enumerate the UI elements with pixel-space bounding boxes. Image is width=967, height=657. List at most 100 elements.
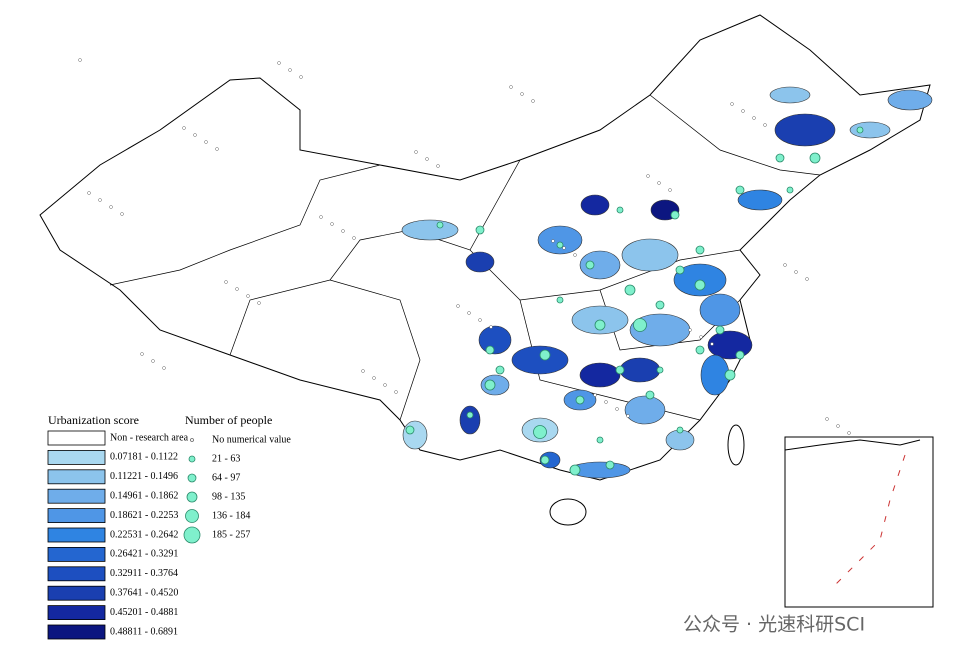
people-legend-symbol <box>187 473 197 483</box>
no-value-dot <box>361 369 365 373</box>
no-value-dot <box>151 359 155 363</box>
no-value-dot <box>531 99 535 103</box>
people-legend-label: 98 - 135 <box>212 491 245 502</box>
no-value-dot <box>741 109 745 113</box>
people-circle <box>675 265 685 275</box>
region <box>774 113 836 147</box>
people-circle <box>809 152 821 164</box>
people-circle <box>856 126 864 134</box>
people-circle <box>466 411 474 419</box>
inset-coast <box>784 439 921 451</box>
legend-label: 0.14961 - 0.1862 <box>110 490 178 501</box>
no-value-dot <box>394 390 398 394</box>
legend-swatch <box>47 605 106 620</box>
legend-label: 0.45201 - 0.4881 <box>110 607 178 618</box>
no-value-dot <box>509 85 513 89</box>
no-value-dot <box>372 376 376 380</box>
legend-swatch <box>47 527 106 543</box>
no-value-dot <box>646 174 650 178</box>
people-circle <box>676 426 684 434</box>
no-value-dot <box>436 164 440 168</box>
people-circle <box>533 425 547 439</box>
no-value-dot <box>299 75 303 79</box>
legend-label: 0.11221 - 0.1496 <box>110 471 178 482</box>
no-value-dot <box>109 205 113 209</box>
legend-swatch <box>47 449 106 465</box>
people-circle <box>735 185 745 195</box>
no-value-dot <box>752 116 756 120</box>
people-circle <box>633 318 647 332</box>
no-value-dot <box>551 239 555 243</box>
no-value-dot <box>204 140 208 144</box>
no-value-dot <box>193 133 197 137</box>
province-border <box>229 279 421 421</box>
watermark: 公众号 · 光速科研SCI <box>683 614 865 636</box>
hainan <box>549 498 587 526</box>
region <box>465 251 495 273</box>
people-circle <box>484 379 496 391</box>
legend-swatch <box>47 547 106 562</box>
region <box>624 395 666 425</box>
people-circle <box>575 395 585 405</box>
people-circle <box>624 284 636 296</box>
people-circle <box>475 225 485 235</box>
legend-swatch <box>47 624 106 640</box>
people-legend-label: No numerical value <box>212 434 291 445</box>
people-circle <box>695 245 705 255</box>
legend-label: 0.26421 - 0.3291 <box>110 549 178 560</box>
no-value-dot <box>467 311 471 315</box>
no-value-dot <box>478 318 482 322</box>
legend-label: Non - research area <box>110 432 189 443</box>
no-value-dot <box>763 123 767 127</box>
legend-label: 0.18621 - 0.2253 <box>110 510 178 521</box>
no-value-dot <box>668 188 672 192</box>
region <box>769 86 811 104</box>
people-circle <box>495 365 505 375</box>
region <box>537 225 583 255</box>
no-value-dot <box>352 236 356 240</box>
no-value-dot <box>120 212 124 216</box>
people-circle <box>405 425 415 435</box>
region <box>849 121 891 139</box>
people-circle <box>585 260 595 270</box>
no-value-dot <box>288 68 292 72</box>
no-value-dot <box>573 253 577 257</box>
people-circle <box>616 206 624 214</box>
legend: Urbanization score Number of people Non … <box>47 413 291 640</box>
people-legend-label: 136 - 184 <box>212 510 250 521</box>
people-circle <box>436 221 444 229</box>
people-legend-label: 185 - 257 <box>212 529 250 540</box>
no-value-dot <box>520 92 524 96</box>
taiwan <box>727 424 745 466</box>
region <box>511 345 569 375</box>
people-circle <box>556 241 564 249</box>
people-circle <box>670 210 680 220</box>
no-value-dot <box>182 126 186 130</box>
no-value-dot <box>456 304 460 308</box>
people-circle <box>786 186 794 194</box>
no-value-dot <box>330 222 334 226</box>
people-circle <box>556 296 564 304</box>
country-outline <box>39 14 931 481</box>
people-circle <box>694 279 706 291</box>
people-circle <box>596 436 604 444</box>
legend-swatch <box>47 566 106 582</box>
no-value-dot <box>489 325 493 329</box>
no-value-dot <box>98 198 102 202</box>
region <box>401 219 459 241</box>
legend-label: 0.22531 - 0.2642 <box>110 529 178 540</box>
no-value-dot <box>783 263 787 267</box>
no-value-dot <box>425 157 429 161</box>
people-circle <box>724 369 736 381</box>
no-value-dot <box>162 366 166 370</box>
inset-frame <box>784 436 934 608</box>
no-value-dot <box>87 191 91 195</box>
people-circle <box>594 319 606 331</box>
region <box>459 405 481 435</box>
no-value-dot <box>836 424 840 428</box>
legend-swatch <box>47 430 106 446</box>
region <box>579 250 621 280</box>
no-value-dot <box>319 215 323 219</box>
no-value-dot <box>825 417 829 421</box>
